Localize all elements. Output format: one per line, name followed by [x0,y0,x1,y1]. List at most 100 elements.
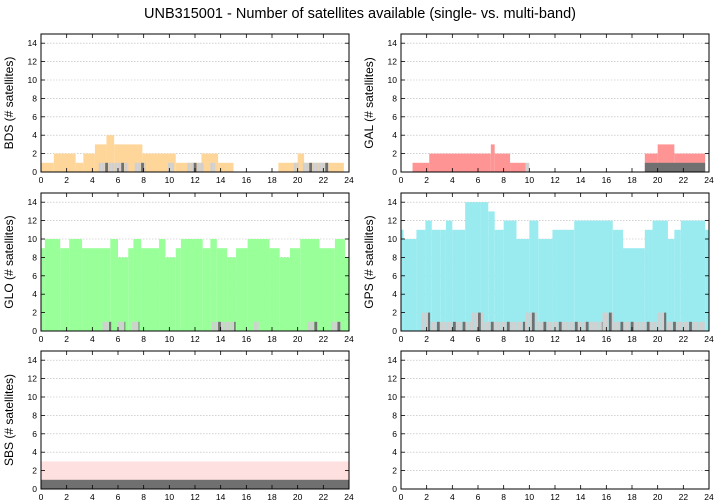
panel-gps-multi-band-bar [449,321,453,331]
panel-gps-multi-band-bar [578,321,579,331]
panel-gps-single-band-bar [674,229,681,331]
panel-glo-x-tick-label: 4 [90,334,95,344]
panel-glo-single-band-bar [227,257,237,331]
panel-gps-multi-band-bar [516,321,520,331]
panel-bds-multi-band-bar [322,162,325,172]
chart-title: UNB315001 - Number of satellites availab… [144,6,576,22]
panel-empty-y-tick-label: 6 [392,429,397,439]
panel-gps-multi-band-bar [679,321,683,331]
panel-glo-multi-band-bar [230,321,234,331]
panel-glo-multi-band-bar [340,321,342,331]
panel-bds-multi-band-bar [302,162,306,172]
panel-glo-multi-band-bar [135,321,139,331]
panel-gal-multi-band-bar [644,162,706,172]
panel-gps-multi-band-bar [503,321,507,331]
panel-glo-x-tick-label: 24 [344,334,354,344]
panel-glo-multi-band-bar [331,321,334,331]
panel-bds-multi-band-bar [200,162,203,172]
panel-glo-multi-band-bar [214,321,218,331]
panel-gps-x-tick-label: 0 [399,334,404,344]
panel-gps-multi-band-bar [436,321,440,331]
panel-gps-multi-band-bar [424,312,428,331]
panel-glo-single-band-bar [319,248,335,331]
panel-gps-multi-band-bar [585,321,589,331]
panel-gps-single-band-bar [623,248,645,331]
panel-bds-multi-band-bar [193,162,197,172]
panel-gps-x-tick-label: 22 [679,334,689,344]
panel-empty-x-tick-label: 0 [399,492,404,502]
panel-bds-x-tick-label: 24 [344,175,354,185]
panel-glo-multi-band-bar [337,321,341,331]
panel-bds-y-tick-label: 0 [32,167,37,177]
panel-gps-multi-band-bar [427,312,431,331]
panel-bds-x-tick-label: 22 [319,175,329,185]
panel-bds-y-tick-label: 2 [32,149,37,159]
panel-gps-multi-band-bar [657,312,661,331]
panel-glo-single-band-bar [133,239,142,331]
panel-glo-single-band-bar [69,239,83,331]
panel-sbs-x-tick-label: 6 [116,492,121,502]
panel-gps-multi-band-bar [676,321,680,331]
panel-gal-single-band-bar [429,153,491,172]
panel-sbs-multi-band-bar [41,479,349,489]
panel-gps-multi-band-bar [546,321,550,331]
panel-empty-y-tick-label: 12 [388,374,398,384]
panel-gps-multi-band-bar [605,312,609,331]
panel-bds-x-tick-label: 0 [39,175,44,185]
panel-bds-x-tick-label: 20 [293,175,303,185]
panel-gps-multi-band-bar [595,321,599,331]
panel-gps-y-tick-label: 2 [392,308,397,318]
panel-bds-x-tick-label: 12 [190,175,200,185]
panel-bds-multi-band-bar [187,162,191,172]
panel-gps-multi-band-bar [552,321,556,331]
panel-glo-y-tick-label: 0 [32,326,37,336]
panel-glo-multi-band-bar [314,321,318,331]
panel-gps-multi-band-bar [506,321,510,331]
panel-glo-multi-band-bar [334,321,338,331]
panel-bds-multi-band-bar [196,162,200,172]
panel-sbs-y-tick-label: 8 [32,410,37,420]
panel-gps-x-tick-label: 16 [602,334,612,344]
panel-gal-single-band-bar [510,162,527,172]
panel-gal-x-tick-label: 0 [399,175,404,185]
panel-gps-multi-band-bar [682,321,686,331]
panel-bds-x-tick-label: 18 [267,175,277,185]
panel-glo-single-band-bar [216,248,228,331]
panel-gps-multi-band-bar [574,321,578,331]
panel-glo-single-band-bar [159,239,166,331]
panel-gps-x-tick-label: 12 [550,334,560,344]
panel-bds-x-tick-label: 6 [116,175,121,185]
panel-gps-single-band-bar [644,229,653,331]
panel-gps-multi-band-bar [620,321,624,331]
panel-gps-multi-band-bar [535,312,537,331]
panel-gps-multi-band-bar [494,321,497,331]
panel-gps-multi-band-bar [643,321,647,331]
panel-bds-y-tick-label: 10 [28,75,38,85]
panel-gps-y-tick-label: 10 [388,234,398,244]
panel-bds-multi-band-bar [171,162,175,172]
panel-gps-y-tick-label: 14 [388,197,398,207]
panel-gps-single-band-bar [705,229,709,331]
panel-gps-y-tick-label: 4 [392,289,397,299]
panel-bds-x-tick-label: 14 [216,175,226,185]
panel-gps-multi-band-bar [430,321,434,331]
panel-gps-multi-band-bar [692,321,696,331]
panel-gps-multi-band-bar [474,312,478,331]
panel-sbs-y-tick-label: 4 [32,447,37,457]
panel-gps-x-tick-label: 10 [525,334,535,344]
panel-gps-multi-band-bar [519,321,523,331]
panel-gal-y-tick-label: 10 [388,75,398,85]
panel-bds-y-tick-label: 12 [28,57,38,67]
panel-bds-single-band-bar [106,135,115,172]
panel-bds-multi-band-bar [293,162,297,172]
panel-gps-multi-band-bar [614,321,617,331]
panel-gps-multi-band-bar [510,321,513,331]
panel-gps-single-band-bar [529,220,539,331]
panel-bds-single-band-bar [218,162,234,172]
panel-gps-multi-band-bar [465,321,469,331]
panel-empty-y-tick-label: 10 [388,392,398,402]
panel-glo-single-band-bar [82,248,111,331]
panel-gps-single-band-bar [431,229,441,331]
panel-gps-multi-band-bar [617,321,621,331]
panel-empty-x-tick-label: 20 [653,492,663,502]
